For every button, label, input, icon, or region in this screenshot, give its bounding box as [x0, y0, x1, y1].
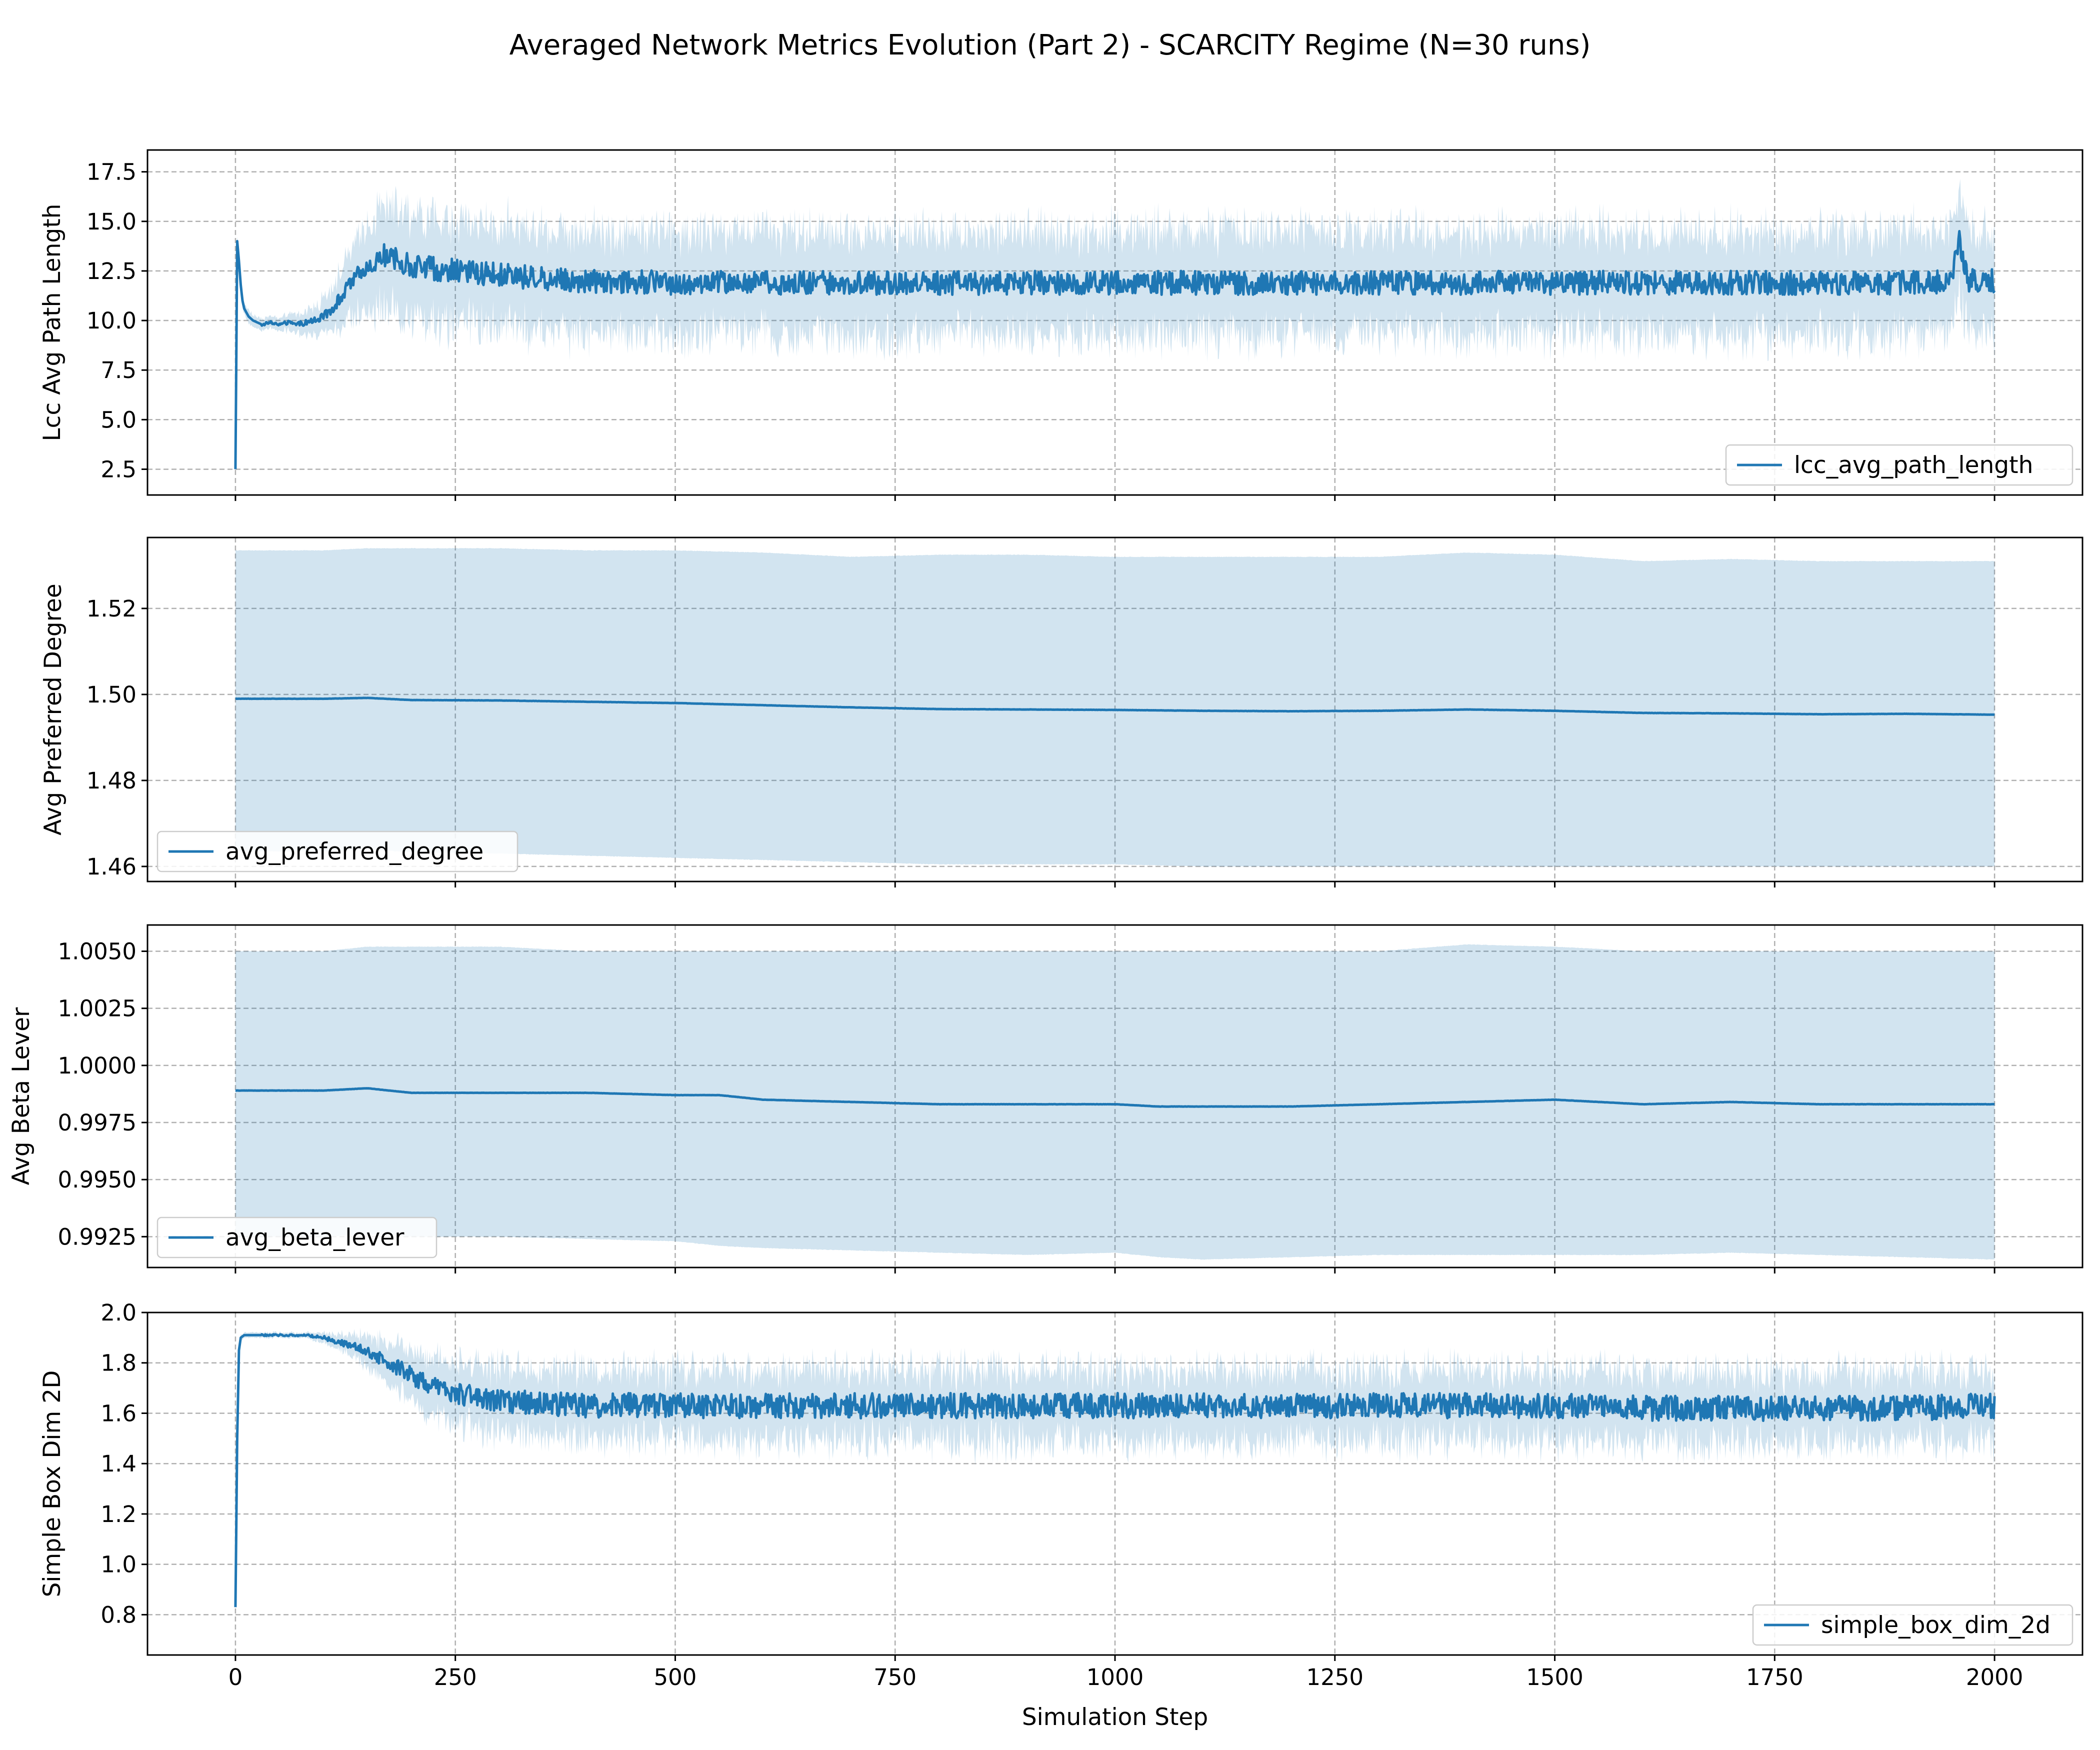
panel-2: 1.46 1.48 1.50 1.52 Avg Preferred Degree avg_… [40, 536, 2084, 888]
y-tick-label: 0.9950 [58, 1166, 136, 1193]
y-axis-label: Avg Beta Lever [8, 1007, 35, 1185]
series-line-avg_beta_lever [235, 1087, 1995, 1108]
y-tick-label: 12.5 [86, 258, 136, 284]
y-tick-label: 15.0 [86, 208, 136, 235]
y-tick-label: 0.9975 [58, 1110, 136, 1136]
y-tick-label: 2.5 [100, 456, 136, 482]
panel-4: 0 250 500 750 1000 1250 1500 1750 2000 0.8 1.0 1.2 1… [38, 1300, 2084, 1690]
y-axis-label: Lcc Avg Path Length [38, 204, 66, 441]
y-tick-label: 1.0025 [58, 996, 136, 1022]
y-tick-label: 1.50 [86, 682, 136, 708]
figure-title: Averaged Network Metrics Evolution (Part… [509, 29, 1591, 62]
x-tick-label: 2000 [1966, 1664, 2024, 1690]
x-tick-label: 1500 [1526, 1664, 1584, 1690]
legend-label: simple_box_dim_2d [1821, 1612, 2050, 1639]
y-tick-label: 1.0000 [58, 1052, 136, 1079]
x-tick-label: 1750 [1746, 1664, 1804, 1690]
x-tick-label: 750 [874, 1664, 916, 1690]
panel-1: 2.5 5.0 7.5 10.0 12.5 15.0 17.5 Lcc Avg Path Le… [38, 149, 2084, 501]
y-tick-label: 0.8 [100, 1602, 136, 1628]
std-band [235, 548, 1995, 867]
y-tick-label: 1.52 [86, 596, 136, 622]
legend: simple_box_dim_2d [1752, 1604, 2074, 1646]
x-tick-label: 1250 [1306, 1664, 1364, 1690]
y-tick-label: 7.5 [100, 357, 136, 384]
y-tick-label: 1.6 [100, 1400, 136, 1426]
series-line-simple_box_dim_2d [234, 1333, 1996, 1608]
y-tick-label: 1.0 [100, 1552, 136, 1578]
legend-label: avg_beta_lever [226, 1224, 404, 1252]
y-tick-label: 1.0050 [58, 938, 136, 965]
series-line-lcc_avg_path_length [234, 230, 1996, 470]
legend-box [156, 1216, 438, 1258]
y-axis-label: Avg Preferred Degree [40, 584, 67, 836]
y-tick-label: 1.8 [100, 1350, 136, 1376]
x-tick-label: 0 [228, 1664, 243, 1690]
y-tick-label: 1.46 [86, 854, 136, 880]
x-tick-label: 500 [654, 1664, 697, 1690]
y-tick-label: 1.48 [86, 768, 136, 794]
legend: avg_preferred_degree [156, 830, 518, 872]
legend-box [1725, 444, 2074, 486]
y-tick-label: 2.0 [100, 1300, 136, 1326]
y-tick-label: 1.4 [100, 1450, 136, 1477]
y-tick-label: 1.2 [100, 1501, 136, 1528]
legend-label: avg_preferred_degree [226, 838, 484, 866]
std-band [235, 178, 1995, 470]
legend-label: lcc_avg_path_length [1794, 452, 2033, 479]
std-band [235, 944, 1995, 1260]
y-axis-label: Simple Box Dim 2D [38, 1370, 66, 1598]
series-line-avg_preferred_degree [235, 696, 1995, 716]
panel-3: 0.9925 0.9950 0.9975 1.0000 1.0025 1.0050 Avg … [8, 924, 2084, 1274]
y-tick-label: 10.0 [86, 308, 136, 334]
y-tick-label: 17.5 [86, 159, 136, 186]
x-tick-label: 1000 [1086, 1664, 1144, 1690]
y-tick-label: 0.9925 [58, 1224, 136, 1250]
legend-box [156, 830, 518, 872]
legend: lcc_avg_path_length [1725, 444, 2074, 486]
x-tick-label: 250 [434, 1664, 477, 1690]
y-tick-label: 5.0 [100, 406, 136, 433]
legend: avg_beta_lever [156, 1216, 438, 1258]
legend-box [1752, 1604, 2074, 1646]
x-axis-label: Simulation Step [1022, 1704, 1208, 1731]
